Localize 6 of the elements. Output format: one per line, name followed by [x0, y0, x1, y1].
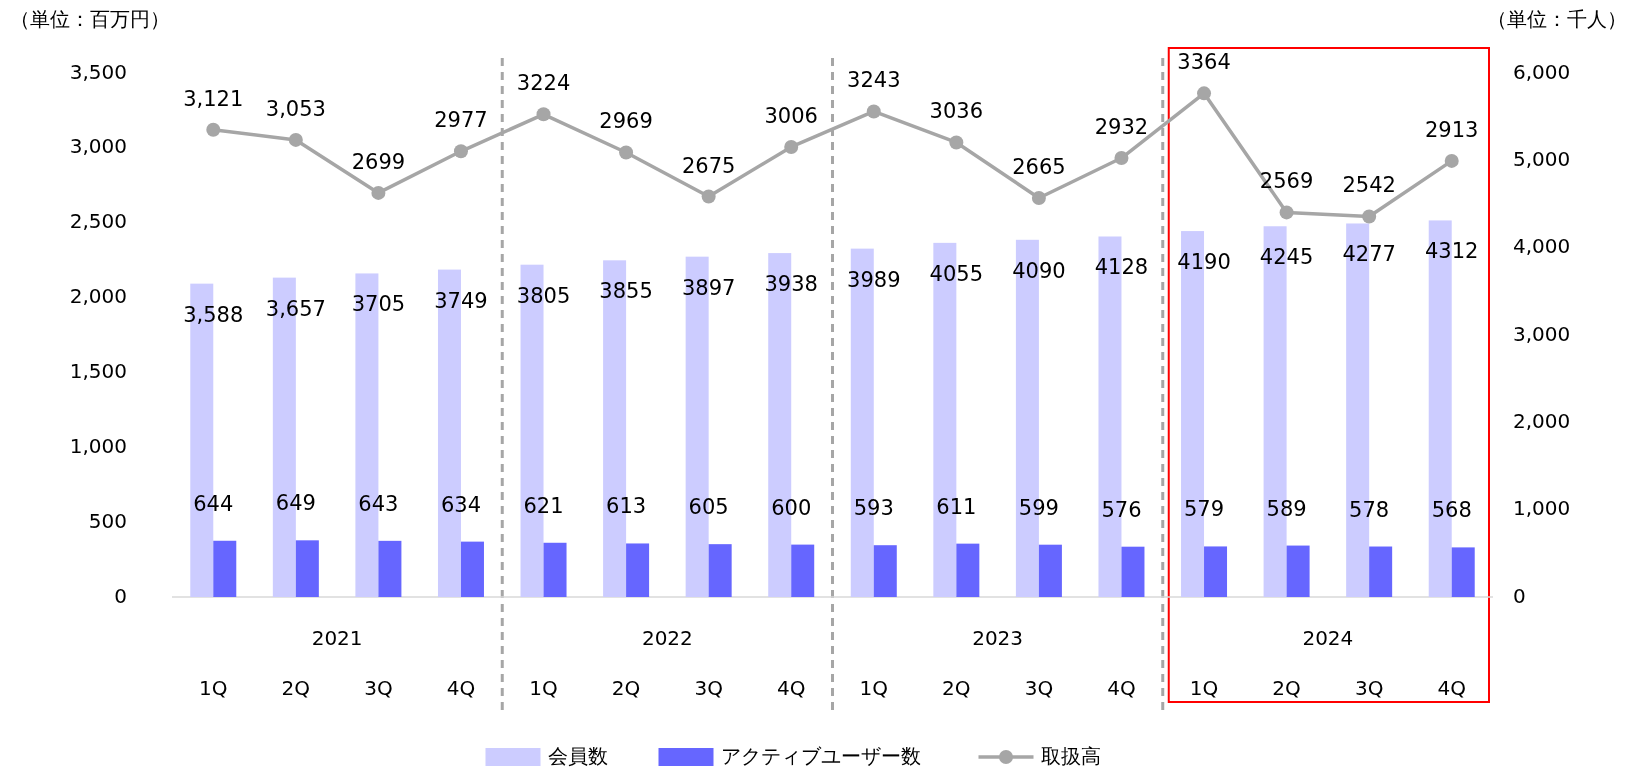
annotation: 2024 [1302, 625, 1354, 650]
annotation: 2021 [311, 625, 363, 650]
annotation: 2022 [641, 625, 693, 650]
annotation: 2023 [972, 625, 1024, 650]
ylabel: （単位：百万円） [10, 6, 170, 31]
y2label: （単位：千人） [1487, 6, 1627, 31]
